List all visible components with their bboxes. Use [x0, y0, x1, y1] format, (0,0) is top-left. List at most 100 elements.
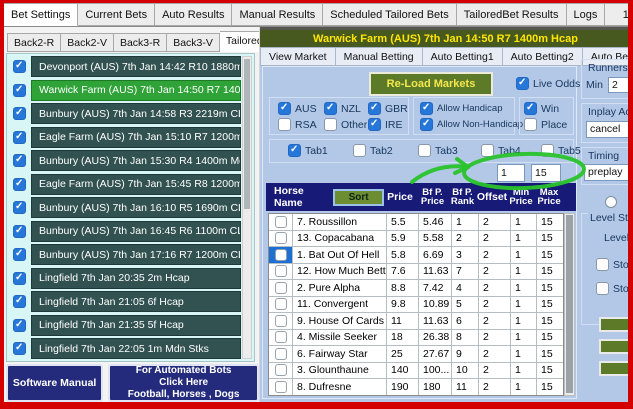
race-checkbox[interactable]	[13, 224, 26, 238]
tab-bet-settings[interactable]: Bet Settings	[3, 3, 79, 26]
race-button[interactable]: Bunbury (AUS) 7th Jan 14:58 R3 2219m CL1	[31, 103, 241, 124]
race-checkbox[interactable]	[13, 318, 26, 332]
race-checkbox[interactable]	[13, 107, 26, 120]
side-radio-button[interactable]	[605, 196, 617, 208]
reload-markets-button[interactable]: Re-Load Markets	[369, 72, 493, 96]
timing-dropdown[interactable]: preplay	[584, 164, 631, 181]
gbr-checkbox[interactable]	[368, 102, 381, 115]
race-button[interactable]: Bunbury (AUS) 7th Jan 17:16 R7 1200m CL3	[31, 244, 241, 265]
software-manual-button[interactable]: Software Manual	[6, 364, 104, 402]
tab4-checkbox[interactable]	[481, 144, 494, 157]
tab-auto-results[interactable]: Auto Results	[155, 3, 233, 26]
race-button[interactable]: Bunbury (AUS) 7th Jan 15:30 R4 1400m Mdn	[31, 150, 241, 171]
race-checkbox[interactable]	[13, 342, 26, 355]
race-checkbox[interactable]	[13, 83, 26, 97]
right-tab-bar: View Market Manual Betting Auto Betting1…	[260, 47, 633, 66]
race-checkbox[interactable]	[13, 177, 26, 191]
scrollbar-thumb[interactable]	[244, 59, 250, 209]
tab-auto-betting3[interactable]: Auto Betting3	[582, 47, 633, 66]
offset-cell: 2	[479, 263, 511, 279]
race-button-selected[interactable]: Warwick Farm (AUS) 7th Jan 14:50 R7 1400…	[31, 79, 241, 101]
horse-name: 7. Roussillon	[293, 214, 387, 230]
race-button[interactable]: Lingfield 7th Jan 21:05 6f Hcap	[31, 291, 241, 312]
horse-checkbox[interactable]	[274, 248, 287, 261]
tab-current-bets[interactable]: Current Bets	[78, 3, 156, 26]
race-list-scrollbar[interactable]	[242, 56, 252, 359]
side-action-button-3[interactable]	[599, 361, 631, 376]
table-row: 7. Roussillon 5.5 5.46 1 2 1 15	[269, 214, 563, 231]
race-button[interactable]: Lingfield 7th Jan 22:05 1m Mdn Stks	[31, 338, 241, 359]
tab-view-market[interactable]: View Market	[260, 47, 336, 66]
place-checkbox[interactable]	[524, 118, 537, 131]
stop-option: Stop	[596, 282, 631, 295]
horse-checkbox[interactable]	[274, 232, 287, 245]
min-runners-input[interactable]	[608, 77, 631, 93]
race-checkbox[interactable]	[13, 271, 26, 285]
horse-checkbox[interactable]	[274, 380, 287, 393]
tab-tailoredbet-results[interactable]: TailoredBet Results	[456, 3, 567, 26]
inplay-action-dropdown[interactable]: cancel	[586, 121, 631, 138]
race-checkbox[interactable]	[13, 248, 26, 261]
tab-logs[interactable]: Logs	[566, 3, 606, 26]
min-price-input[interactable]	[497, 164, 525, 182]
tab1-checkbox[interactable]	[288, 144, 301, 157]
max-price-input[interactable]	[531, 164, 561, 182]
other-checkbox[interactable]	[324, 118, 337, 131]
tab-manual-betting[interactable]: Manual Betting	[335, 47, 423, 66]
ire-checkbox[interactable]	[368, 118, 381, 131]
tab4-label: Tab4	[498, 144, 521, 157]
stop-checkbox-1[interactable]	[596, 258, 609, 271]
price-cell: 11	[387, 313, 419, 329]
horse-checkbox[interactable]	[274, 347, 287, 360]
race-checkbox[interactable]	[13, 201, 26, 214]
side-action-button-2[interactable]	[599, 339, 631, 354]
race-checkbox[interactable]	[13, 154, 26, 167]
ire-label: IRE	[385, 118, 403, 131]
horse-checkbox[interactable]	[274, 331, 287, 344]
sort-button[interactable]: Sort	[333, 188, 384, 206]
race-button[interactable]: Eagle Farm (AUS) 7th Jan 15:45 R8 1200m …	[31, 173, 241, 195]
tab2-checkbox[interactable]	[353, 144, 366, 157]
automated-bots-button[interactable]: For Automated Bots Click Here Football, …	[108, 364, 259, 402]
side-action-button-1[interactable]	[599, 317, 631, 332]
tab-manual-results[interactable]: Manual Results	[232, 3, 324, 26]
tab-auto-betting2[interactable]: Auto Betting2	[502, 47, 583, 66]
horse-table-scrollbar[interactable]	[564, 213, 575, 396]
tab-back3-r[interactable]: Back3-R	[113, 33, 168, 52]
tab5-checkbox[interactable]	[541, 144, 554, 157]
race-button[interactable]: Devonport (AUS) 7th Jan 14:42 R10 1880m …	[31, 56, 241, 77]
race-checkbox[interactable]	[13, 295, 26, 308]
tab3-checkbox[interactable]	[418, 144, 431, 157]
race-checkbox[interactable]	[13, 60, 26, 73]
live-odds-checkbox[interactable]	[516, 77, 529, 90]
race-button[interactable]: Eagle Farm (AUS) 7th Jan 15:10 R7 1200m …	[31, 126, 241, 148]
horse-checkbox[interactable]	[274, 215, 287, 228]
tab-auto-betting1[interactable]: Auto Betting1	[422, 47, 503, 66]
horse-checkbox[interactable]	[274, 364, 287, 377]
race-button[interactable]: Bunbury (AUS) 7th Jan 16:10 R5 1690m CL3	[31, 197, 241, 218]
race-checkbox[interactable]	[13, 130, 26, 144]
tab-1[interactable]: 1	[605, 3, 633, 26]
timing-group: Timing preplay	[581, 147, 631, 185]
race-button[interactable]: Bunbury (AUS) 7th Jan 16:45 R6 1100m CL1	[31, 220, 241, 242]
tab-back3-v[interactable]: Back3-V	[167, 33, 220, 52]
bf-rank-cell: 9	[452, 346, 479, 362]
horse-checkbox[interactable]	[274, 265, 287, 278]
allow-non-handicap-checkbox[interactable]	[420, 118, 433, 131]
tab-scheduled-tailored-bets[interactable]: Scheduled Tailored Bets	[323, 3, 457, 26]
rsa-checkbox[interactable]	[278, 118, 291, 131]
stop-checkbox-2[interactable]	[596, 282, 609, 295]
race-button[interactable]: Lingfield 7th Jan 20:35 2m Hcap	[31, 267, 241, 289]
nzl-checkbox[interactable]	[324, 102, 337, 115]
scrollbar-thumb[interactable]	[566, 215, 573, 393]
tab-back2-v[interactable]: Back2-V	[61, 33, 114, 52]
allow-handicap-checkbox[interactable]	[420, 102, 433, 115]
tab-back2-r[interactable]: Back2-R	[7, 33, 62, 52]
win-place-group: Win Place	[519, 97, 574, 135]
horse-checkbox[interactable]	[274, 314, 287, 327]
horse-checkbox[interactable]	[274, 281, 287, 294]
horse-checkbox[interactable]	[274, 298, 287, 311]
win-checkbox[interactable]	[524, 102, 537, 115]
aus-checkbox[interactable]	[278, 102, 291, 115]
race-button[interactable]: Lingfield 7th Jan 21:35 5f Hcap	[31, 314, 241, 336]
